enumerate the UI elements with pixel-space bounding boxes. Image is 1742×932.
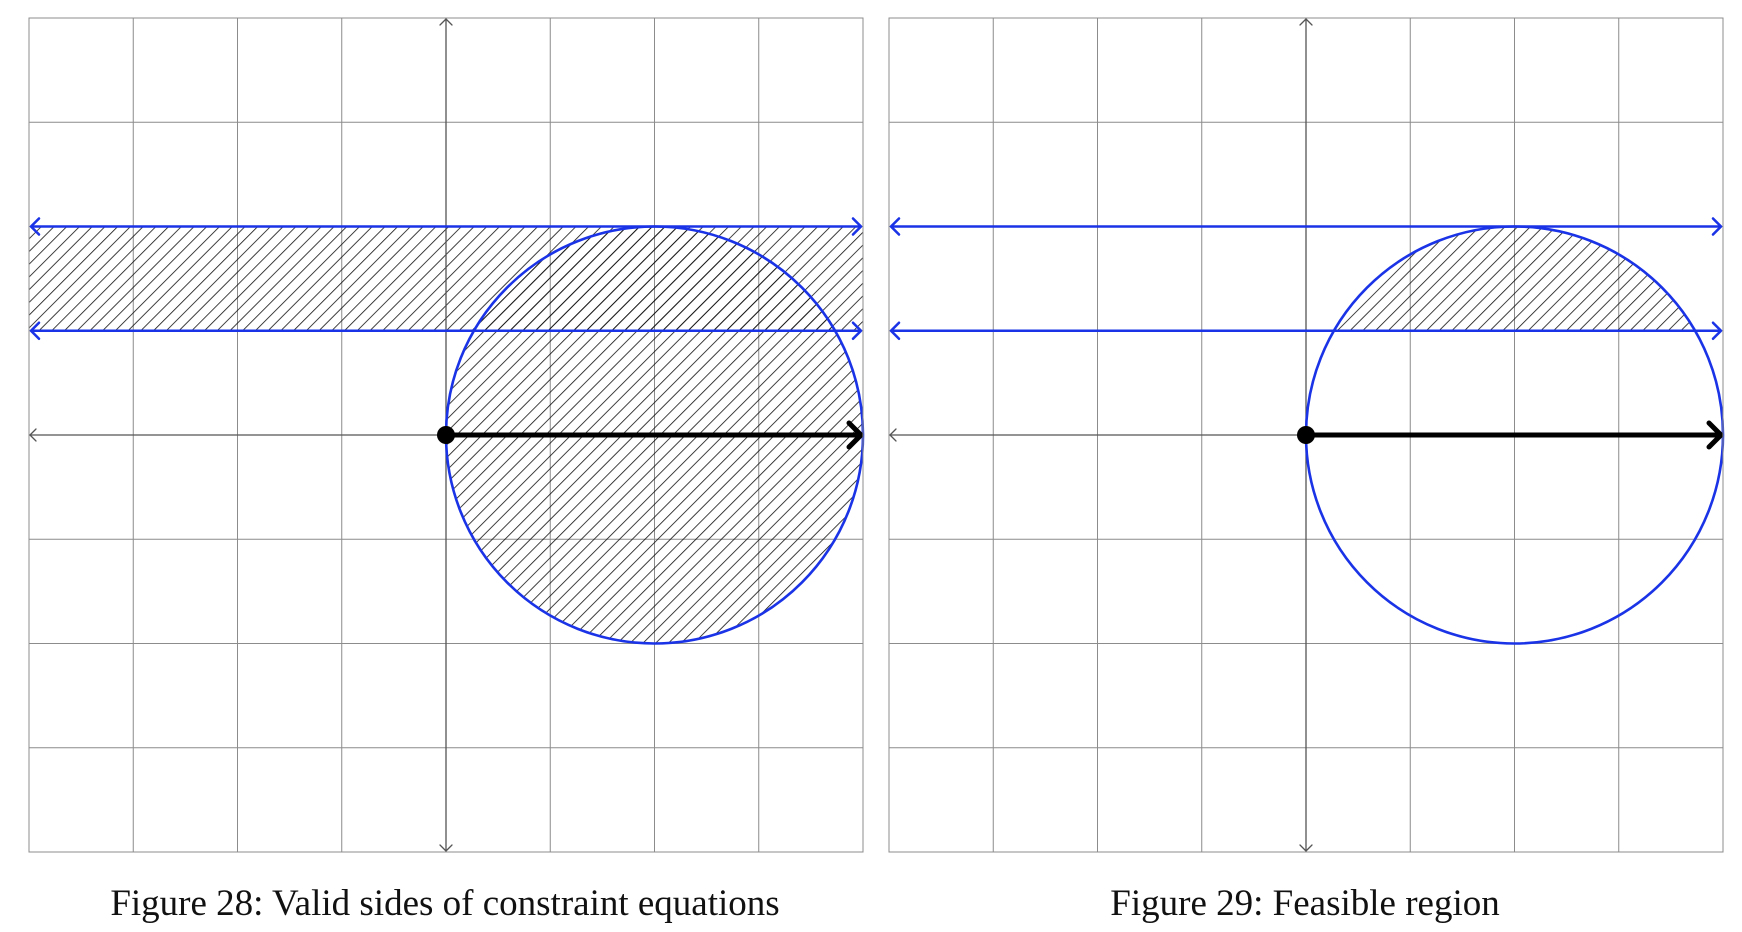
ray-vector (437, 420, 864, 450)
ray-arrow-icon (846, 420, 864, 450)
figure-28-caption: Figure 28: Valid sides of constraint equ… (28, 882, 862, 925)
y-axis-up-arrow-icon (439, 18, 453, 26)
figure-29-caption: Figure 29: Feasible region (888, 882, 1722, 925)
x-axis-left-arrow-icon (889, 428, 897, 442)
constraint-left-arrow-icon (889, 217, 901, 236)
x-axis-left-arrow-icon (29, 428, 37, 442)
panel-frame (28, 17, 864, 853)
figure-29-caption-text: Feasible region (1272, 883, 1500, 924)
figure-28-diagram (28, 17, 865, 853)
y-axis-up-arrow-icon (1299, 18, 1313, 26)
constraint-right-arrow-icon (1711, 217, 1723, 236)
constraint-left-arrow-icon (29, 217, 41, 236)
figure-29-diagram (888, 17, 1725, 853)
constraint-right-arrow-icon (851, 217, 863, 236)
constraint-left-arrow-icon (29, 321, 41, 341)
constraint-right-arrow-icon (1711, 321, 1723, 341)
ray-arrow-icon (1706, 420, 1724, 450)
ray-origin-dot (437, 426, 455, 444)
constraint-left-arrow-icon (889, 321, 901, 341)
panel-frame (888, 17, 1724, 853)
constraint-line (889, 321, 1723, 341)
ray-origin-dot (1297, 426, 1315, 444)
ray-vector (1297, 420, 1724, 450)
y-axis-down-arrow-icon (439, 844, 453, 852)
y-axis-down-arrow-icon (1299, 844, 1313, 852)
figure-28-caption-number: Figure 28: (110, 883, 264, 924)
figure-28-caption-text: Valid sides of constraint equations (272, 883, 780, 924)
constraint-line (29, 217, 863, 236)
constraint-line (889, 217, 1723, 236)
figure-29-caption-number: Figure 29: (1110, 883, 1264, 924)
constraint-right-arrow-icon (851, 321, 863, 341)
hatched-feasible-region (1333, 226, 1696, 331)
constraint-line (29, 321, 863, 341)
